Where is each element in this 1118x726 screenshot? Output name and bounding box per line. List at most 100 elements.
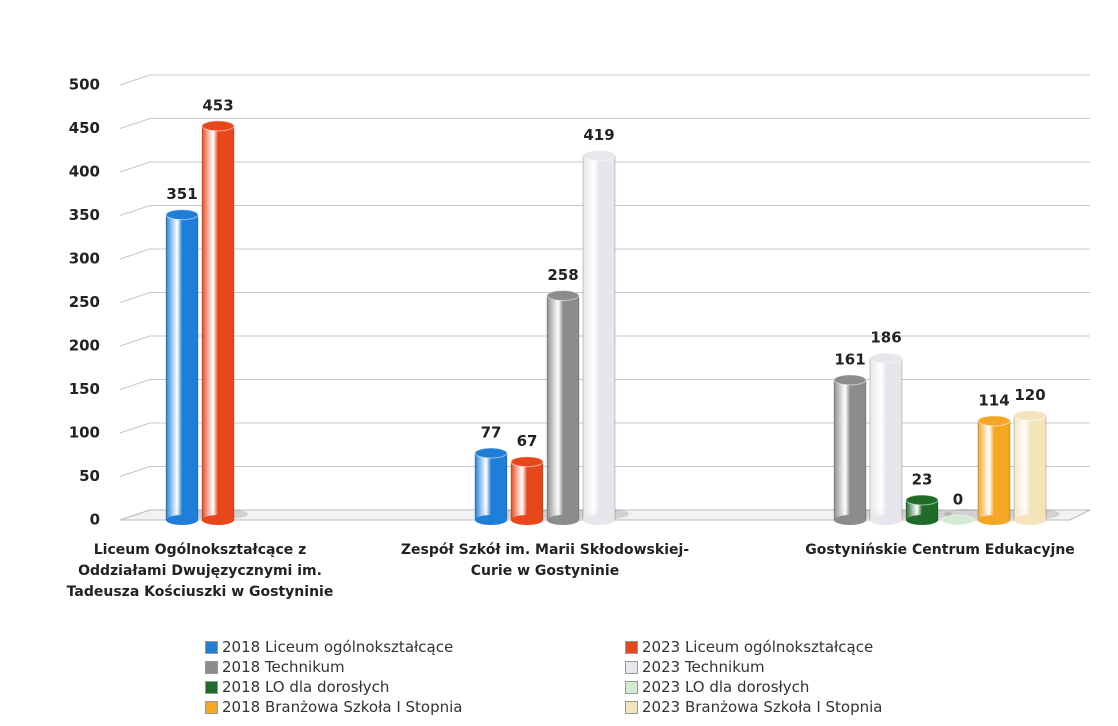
x-tick-label: Zespół Szkół im. Marii Skłodowskiej-Curi… [400, 542, 690, 579]
legend-swatch [625, 700, 638, 714]
bar-top [833, 374, 867, 386]
bar [905, 494, 939, 525]
data-label: 351 [166, 185, 197, 203]
x-tick-label: Gostynińskie Centrum Edukacyjne [805, 542, 1075, 558]
legend-label: 2018 Branżowa Szkoła I Stopnia [222, 698, 463, 716]
legend-item: 2023 Branżowa Szkoła I Stopnia [625, 698, 882, 716]
bar-body [582, 154, 616, 521]
legend-swatch [205, 660, 218, 674]
legend-label: 2018 LO dla dorosłych [222, 678, 390, 696]
y-tick-label: 400 [69, 163, 100, 181]
data-label: 186 [870, 329, 901, 347]
bar-body [546, 295, 580, 521]
data-label: 67 [517, 432, 538, 450]
legend-label: 2018 Technikum [222, 658, 345, 676]
grid-line [119, 379, 151, 390]
y-tick-label: 150 [69, 380, 100, 398]
grid-line [119, 335, 151, 347]
bar-body [977, 420, 1011, 521]
data-label: 23 [912, 470, 933, 488]
bar [546, 290, 580, 525]
bar [869, 352, 903, 525]
bar [201, 120, 235, 525]
bar-base [583, 515, 615, 525]
bar-top [869, 352, 903, 364]
y-tick-label: 350 [69, 206, 100, 224]
grid-line [119, 248, 151, 260]
data-label: 161 [834, 350, 865, 368]
bar [941, 514, 975, 526]
legend-label: 2018 Liceum ogólnokształcące [222, 638, 454, 656]
y-tick-label: 450 [69, 119, 100, 137]
legend-swatch [625, 660, 638, 674]
data-label: 120 [1014, 386, 1045, 404]
grid-line [119, 74, 151, 86]
bar-base [511, 515, 543, 525]
legend-label: 2023 Liceum ogólnokształcące [642, 638, 874, 656]
y-tick-label: 100 [69, 424, 100, 442]
grid-line [119, 118, 151, 129]
data-label: 77 [481, 424, 502, 442]
bar-base [978, 515, 1010, 525]
grid-line [119, 466, 151, 477]
bar [165, 209, 199, 525]
bar-body [869, 357, 903, 521]
y-tick-label: 200 [69, 337, 100, 355]
bar-body [201, 125, 235, 521]
bar-base [547, 515, 579, 525]
legend-label: 2023 Technikum [642, 658, 765, 676]
grid-line [119, 422, 151, 434]
bar [977, 415, 1011, 525]
bar-body [1013, 415, 1047, 521]
bar-base [906, 515, 938, 525]
bar [474, 447, 508, 525]
y-tick-label: 250 [69, 293, 100, 311]
y-tick-label: 300 [69, 250, 100, 268]
bar-base [475, 515, 507, 525]
bar-top [201, 120, 235, 132]
y-tick-label: 50 [79, 467, 100, 485]
y-tick-label: 0 [90, 511, 100, 529]
legend-swatch [205, 680, 218, 694]
data-label: 419 [583, 126, 614, 144]
legend-swatch [205, 700, 218, 714]
bar-base [1014, 515, 1046, 525]
grid-line [119, 161, 151, 173]
bar-top [510, 456, 544, 468]
grid-line [119, 205, 151, 216]
bar-top [546, 290, 580, 302]
bar-top [474, 447, 508, 459]
y-tick-label: 500 [69, 76, 100, 94]
data-label: 0 [953, 491, 963, 509]
bar [1013, 410, 1047, 525]
bar-body [474, 452, 508, 521]
legend-item: 2023 Liceum ogólnokształcące [625, 638, 873, 656]
legend-item: 2018 Liceum ogólnokształcące [205, 638, 453, 656]
grid-line [119, 292, 151, 303]
legend-item: 2018 LO dla dorosłych [205, 678, 389, 696]
legend-swatch [625, 640, 638, 654]
bar-top [582, 149, 616, 161]
bar-body [833, 379, 867, 521]
legend-swatch [205, 640, 218, 654]
bar [510, 456, 544, 525]
bar-body [510, 461, 544, 521]
legend-label: 2023 LO dla dorosłych [642, 678, 810, 696]
legend-item: 2018 Branżowa Szkoła I Stopnia [205, 698, 462, 716]
legend-item: 2023 LO dla dorosłych [625, 678, 809, 696]
bar [582, 149, 616, 525]
data-label: 258 [547, 266, 578, 284]
data-label: 114 [978, 391, 1009, 409]
bar-top [905, 494, 939, 506]
bar-top [941, 514, 975, 526]
bar-body [165, 214, 199, 521]
x-tick-label: Liceum Ogólnokształcące z Oddziałami Dwu… [66, 542, 334, 600]
legend-swatch [625, 680, 638, 694]
data-label: 453 [202, 96, 233, 114]
legend-item: 2018 Technikum [205, 658, 345, 676]
bar [833, 374, 867, 525]
bar-base [166, 515, 198, 525]
bar-base [834, 515, 866, 525]
